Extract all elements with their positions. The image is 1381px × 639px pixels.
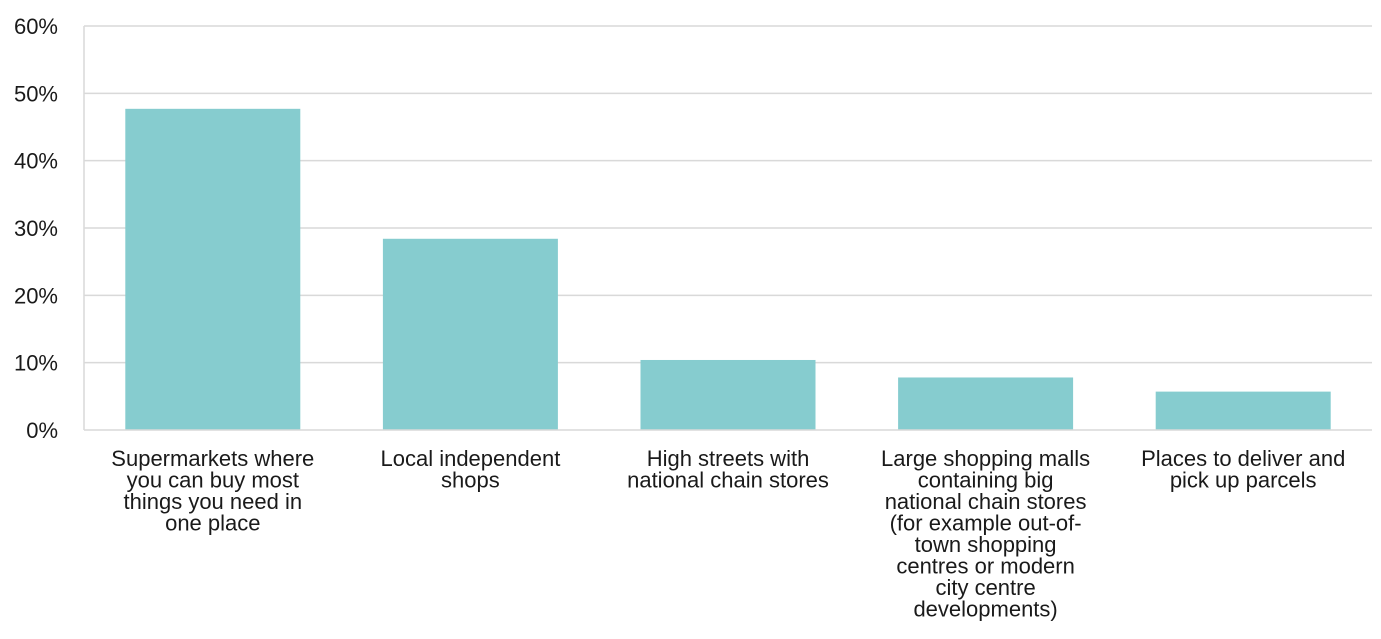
y-tick-label: 40% [14, 149, 58, 174]
category-label-line: (for example out-of- [890, 511, 1082, 536]
category-label-line: you can buy most [127, 468, 299, 493]
bar-2 [382, 238, 558, 430]
category-label-2: Local independent shops [380, 446, 560, 493]
category-label-line: Places to deliver and [1141, 446, 1345, 471]
y-tick-label: 30% [14, 216, 58, 241]
category-label-3: High streets with national chain stores [627, 446, 829, 493]
category-label-line: things you need in [124, 489, 303, 514]
category-label-line: one place [165, 511, 260, 536]
category-label-line: national chain stores [627, 468, 829, 493]
bar-1 [125, 108, 301, 430]
y-tick-label: 20% [14, 283, 58, 308]
category-label-line: containing big [918, 468, 1054, 493]
category-label-line: Supermarkets where [111, 446, 314, 471]
category-label-line: shops [441, 468, 500, 493]
category-label-line: national chain stores [885, 489, 1087, 514]
category-label-line: centres or modern [896, 554, 1075, 579]
category-label-1: Supermarkets where you can buy most things… [111, 446, 314, 536]
category-label-line: town shopping [915, 532, 1057, 557]
bar-3 [640, 359, 816, 430]
bar-4 [898, 377, 1074, 430]
category-label-line: developments) [913, 597, 1057, 622]
category-label-line: High streets with [647, 446, 810, 471]
category-label-line: Large shopping malls [881, 446, 1090, 471]
category-label-5: Places to deliver and pick up parcels [1141, 446, 1345, 493]
category-label-line: city centre [935, 575, 1035, 600]
category-label-line: Local independent [380, 446, 560, 471]
bar-5 [1155, 391, 1331, 430]
category-label-line: pick up parcels [1170, 468, 1317, 493]
y-tick-label: 10% [14, 351, 58, 376]
y-tick-label: 0% [26, 418, 58, 443]
y-tick-label: 50% [14, 81, 58, 106]
category-label-4: Large shopping malls containing big nation… [881, 446, 1090, 622]
y-tick-label: 60% [14, 14, 58, 39]
